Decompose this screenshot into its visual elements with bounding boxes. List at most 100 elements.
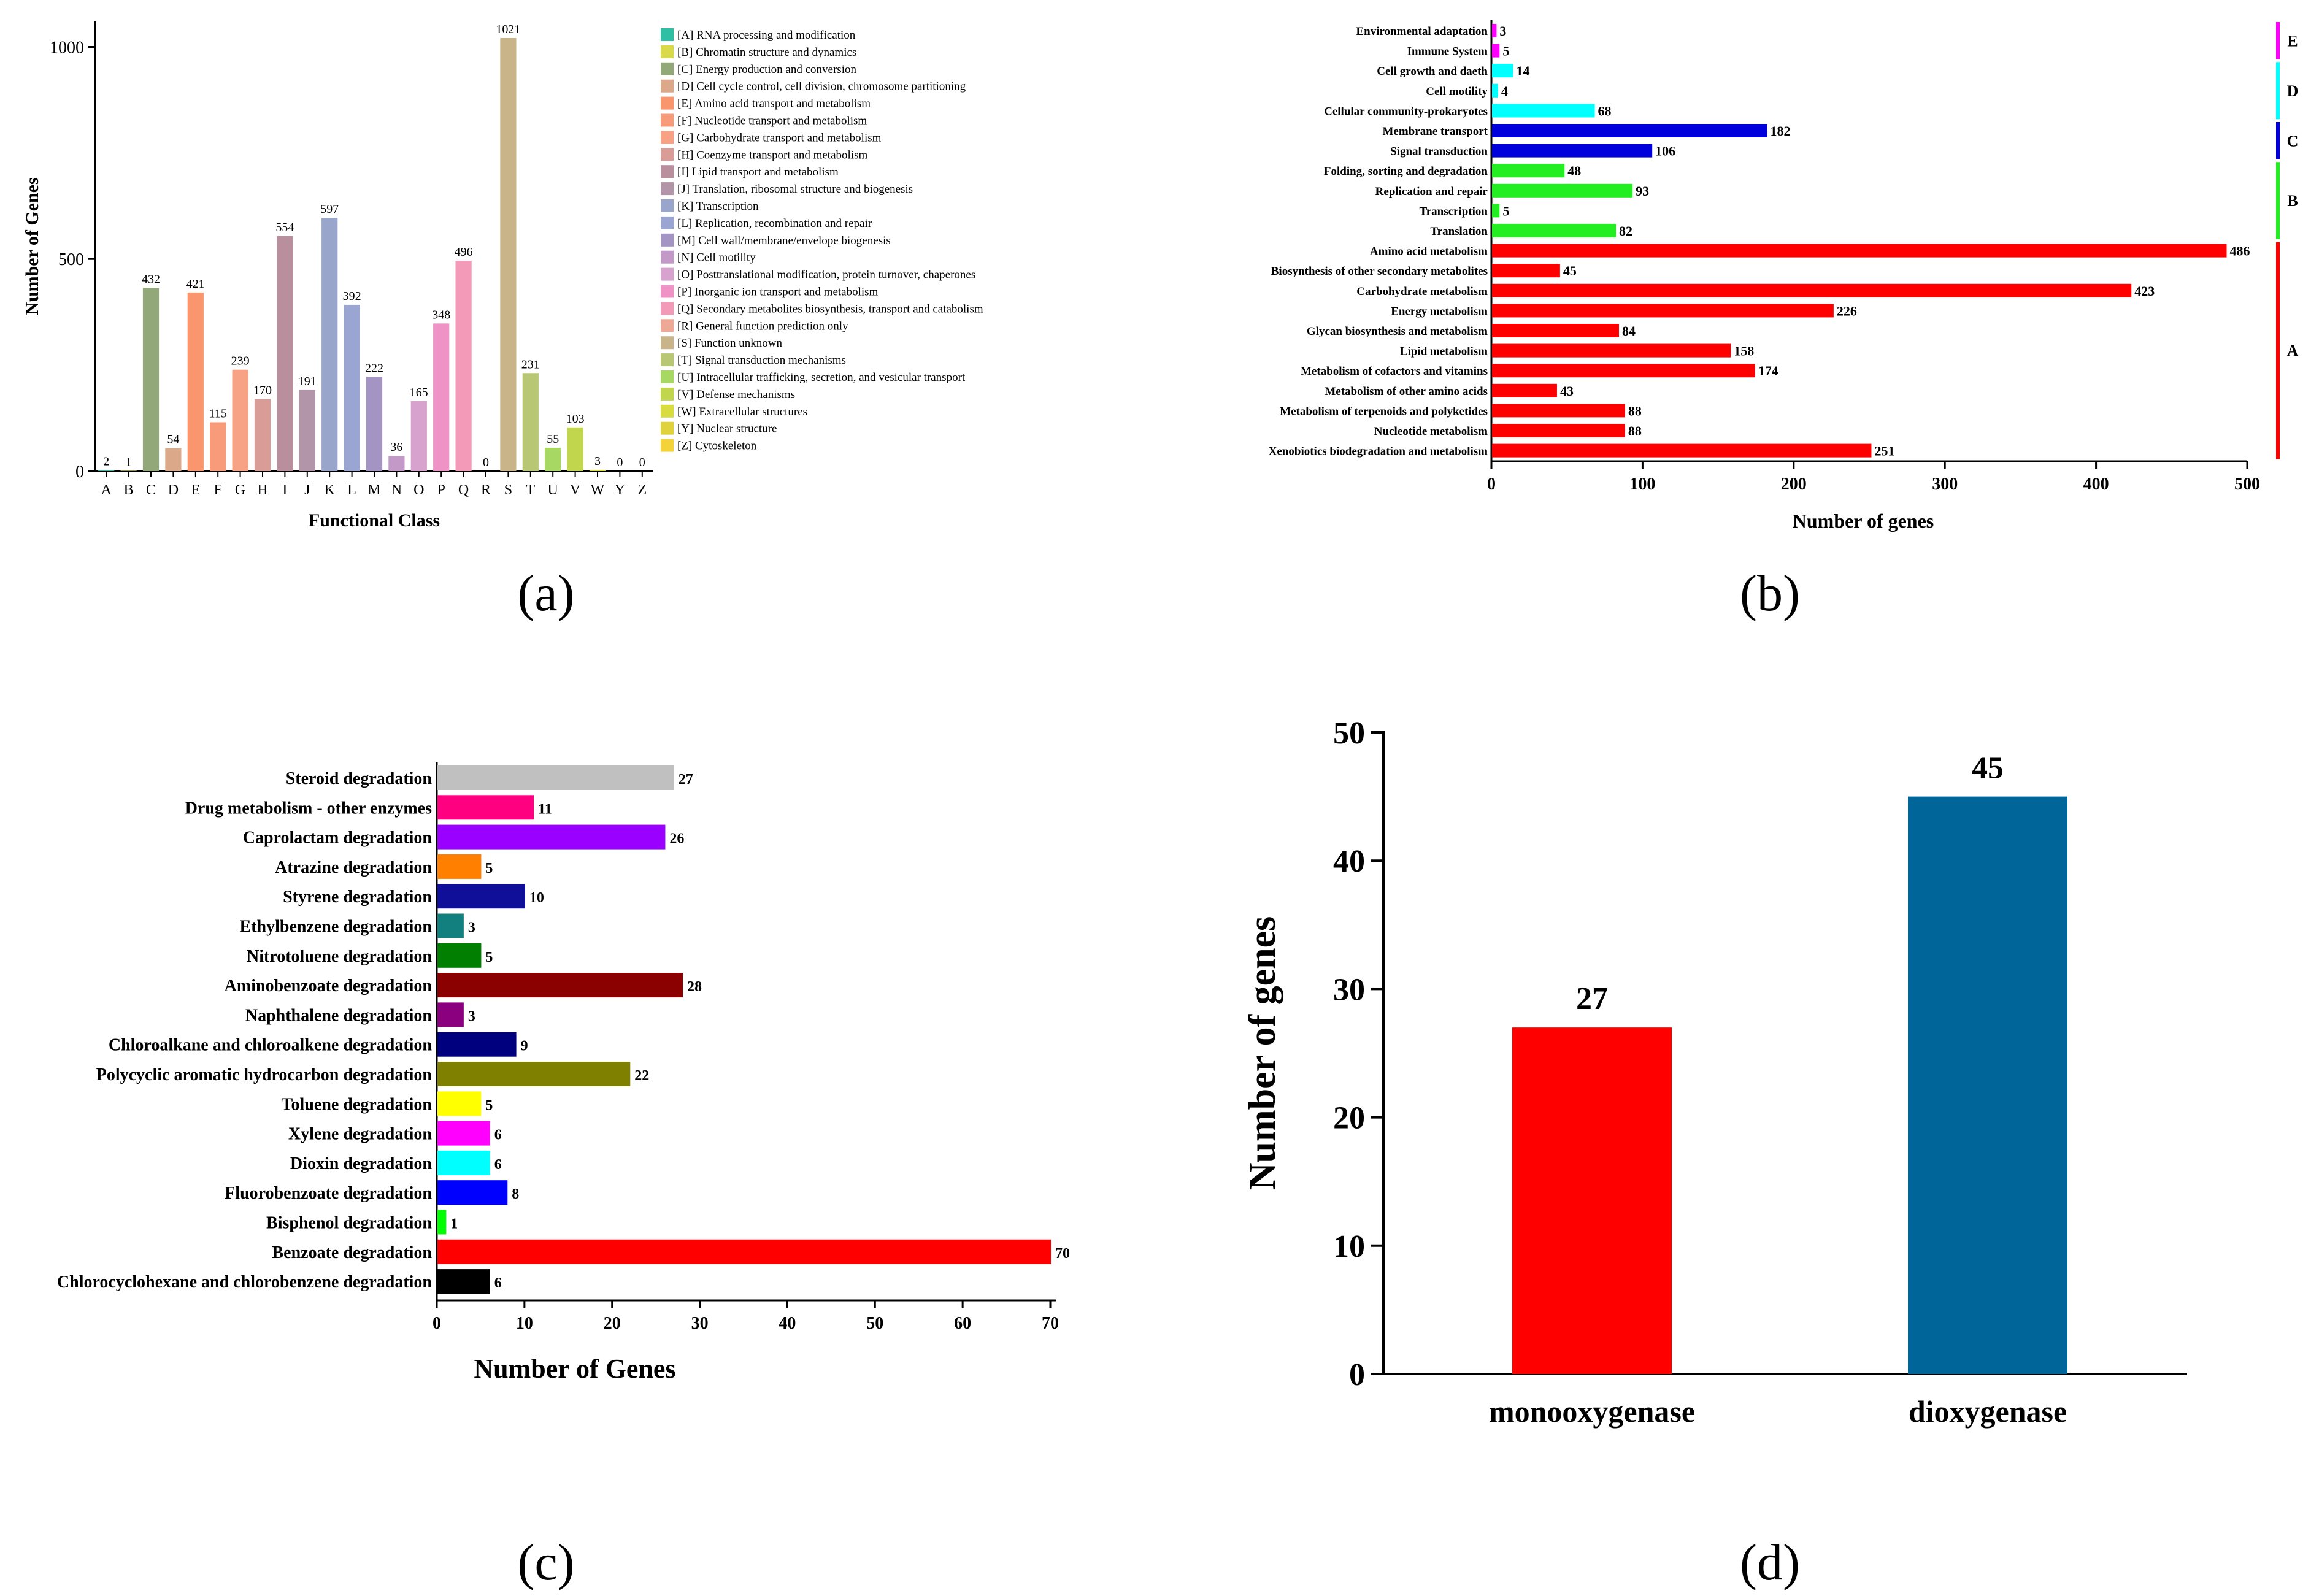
y-tick-label: 20 — [1333, 1101, 1365, 1136]
bar-value-label: 3 — [1499, 23, 1506, 39]
bar-value-label: 43 — [1560, 383, 1574, 399]
bar-G — [232, 369, 248, 471]
y-axis-title: Number of genes — [1242, 916, 1283, 1191]
category-label: Lipid metabolism — [1400, 345, 1488, 358]
bar-C — [142, 288, 160, 471]
bar-U — [545, 447, 561, 471]
y-tick-label: 50 — [1333, 716, 1365, 751]
x-tick-label: O — [413, 482, 424, 498]
group-label-A: A — [2287, 342, 2299, 360]
bar-drug-metabolism-other-enzymes — [437, 795, 534, 820]
x-axis-title: Number of Genes — [474, 1354, 675, 1384]
x-tick-label: 10 — [516, 1314, 533, 1333]
x-tick-label: D — [168, 482, 179, 498]
bar-value-label: 4 — [1501, 83, 1508, 99]
legend-swatch — [661, 79, 674, 93]
legend-swatch — [661, 96, 674, 110]
bar-P — [433, 323, 450, 471]
x-tick-label: 30 — [691, 1314, 709, 1333]
category-label: Polycyclic aromatic hydrocarbon degradat… — [96, 1065, 433, 1084]
x-tick-label: L — [347, 482, 356, 498]
bar-chloroalkane-and-chloroalkene-degradation — [437, 1032, 517, 1057]
bar-value-label: 392 — [343, 290, 361, 303]
legend-entry: [E] Amino acid transport and metabolism — [677, 98, 871, 110]
category-label: Biosynthesis of other secondary metaboli… — [1271, 265, 1488, 278]
legend-entry: [U] Intracellular trafficking, secretion… — [677, 371, 966, 384]
x-tick-label: N — [391, 482, 402, 498]
category-label: Environmental adaptation — [1356, 25, 1488, 38]
bar-H — [254, 399, 271, 471]
bar-value-label: 3 — [594, 455, 601, 468]
bar-value-label: 158 — [1734, 343, 1754, 359]
bar-value-label: 82 — [1619, 223, 1632, 239]
category-label: Dioxin degradation — [290, 1154, 432, 1173]
bar-value-label: 14 — [1516, 63, 1529, 79]
bar-value-label: 182 — [1770, 123, 1790, 139]
y-tick-label: 10 — [1333, 1229, 1365, 1264]
legend-swatch — [661, 233, 674, 247]
bar-aminobenzoate-degradation — [437, 973, 683, 998]
x-tick-label: 60 — [954, 1314, 971, 1333]
bar-folding-sorting-and-degradation — [1492, 164, 1565, 178]
x-tick-label: J — [304, 482, 310, 498]
bar-S — [500, 37, 517, 471]
legend-entry: [O] Posttranslational modification, prot… — [677, 269, 975, 282]
bar-value-label: 0 — [639, 456, 645, 469]
bar-T — [522, 373, 539, 471]
x-tick-label: A — [101, 482, 112, 498]
legend-entry: [B] Chromatin structure and dynamics — [677, 46, 856, 59]
y-tick-label: 500 — [58, 250, 84, 269]
legend-entry: [F] Nucleotide transport and metabolism — [677, 115, 867, 128]
category-label: Immune System — [1407, 45, 1488, 58]
x-tick-label: G — [235, 482, 245, 498]
category-label: Bisphenol degradation — [266, 1214, 432, 1233]
panel-label-a: (a) — [517, 565, 574, 622]
bar-value-label: 0 — [617, 456, 623, 469]
bar-signal-transduction — [1492, 144, 1653, 158]
legend-swatch — [661, 182, 674, 196]
bar-value-label: 486 — [2230, 244, 2250, 259]
bar-nucleotide-metabolism — [1492, 424, 1625, 437]
bar-E — [187, 292, 204, 471]
bar-benzoate-degradation — [437, 1239, 1051, 1264]
bar-caprolactam-degradation — [437, 824, 666, 850]
legend-entry: [M] Cell wall/membrane/envelope biogenes… — [677, 234, 891, 247]
bar-cellular-community-prokaryotes — [1492, 104, 1595, 118]
y-tick-label: 40 — [1333, 844, 1365, 879]
bar-dioxin-degradation — [437, 1150, 490, 1175]
x-tick-label: dioxygenase — [1909, 1394, 2067, 1429]
panel-b-kegg-chart: 0 100 200 300 400 500 Number of genes Environme… — [1269, 20, 2299, 532]
category-label: Energy metabolism — [1391, 305, 1488, 318]
bar-Q — [455, 261, 472, 471]
bar-J — [299, 389, 315, 471]
bar-value-label: 231 — [521, 358, 540, 371]
bar-value-label: 1 — [126, 455, 132, 469]
x-tick-label: 400 — [2083, 475, 2109, 494]
category-label: Aminobenzoate degradation — [225, 976, 433, 996]
bar-value-label: 3 — [468, 920, 475, 936]
bar-F — [210, 422, 226, 471]
panel-label-b: (b) — [1740, 565, 1800, 622]
category-label: Cellular community-prokaryotes — [1324, 105, 1488, 118]
legend-entry: [Y] Nuclear structure — [677, 423, 777, 435]
category-label: Cell motility — [1426, 85, 1488, 98]
category-label: Toluene degradation — [281, 1095, 432, 1114]
bar-metabolism-of-cofactors-and-vitamins — [1492, 364, 1755, 378]
category-label: Carbohydrate metabolism — [1356, 285, 1488, 298]
x-tick-label: 500 — [2234, 475, 2260, 494]
legend-entry: [I] Lipid transport and metabolism — [677, 166, 839, 178]
bar-dioxygenase — [1908, 796, 2067, 1374]
bar-value-label: 84 — [1622, 323, 1636, 339]
bar-value-label: 55 — [547, 432, 559, 446]
bar-lipid-metabolism — [1492, 343, 1731, 358]
x-tick-label: 40 — [779, 1314, 796, 1333]
bar-value-label: 115 — [209, 407, 227, 420]
category-label: Amino acid metabolism — [1370, 245, 1488, 258]
bar-value-label: 88 — [1628, 423, 1642, 439]
bar-value-label: 48 — [1567, 163, 1581, 178]
category-label: Cell growth and daeth — [1377, 65, 1488, 78]
bar-atrazine-degradation — [437, 854, 482, 879]
category-label: Metabolism of other amino acids — [1325, 385, 1488, 398]
